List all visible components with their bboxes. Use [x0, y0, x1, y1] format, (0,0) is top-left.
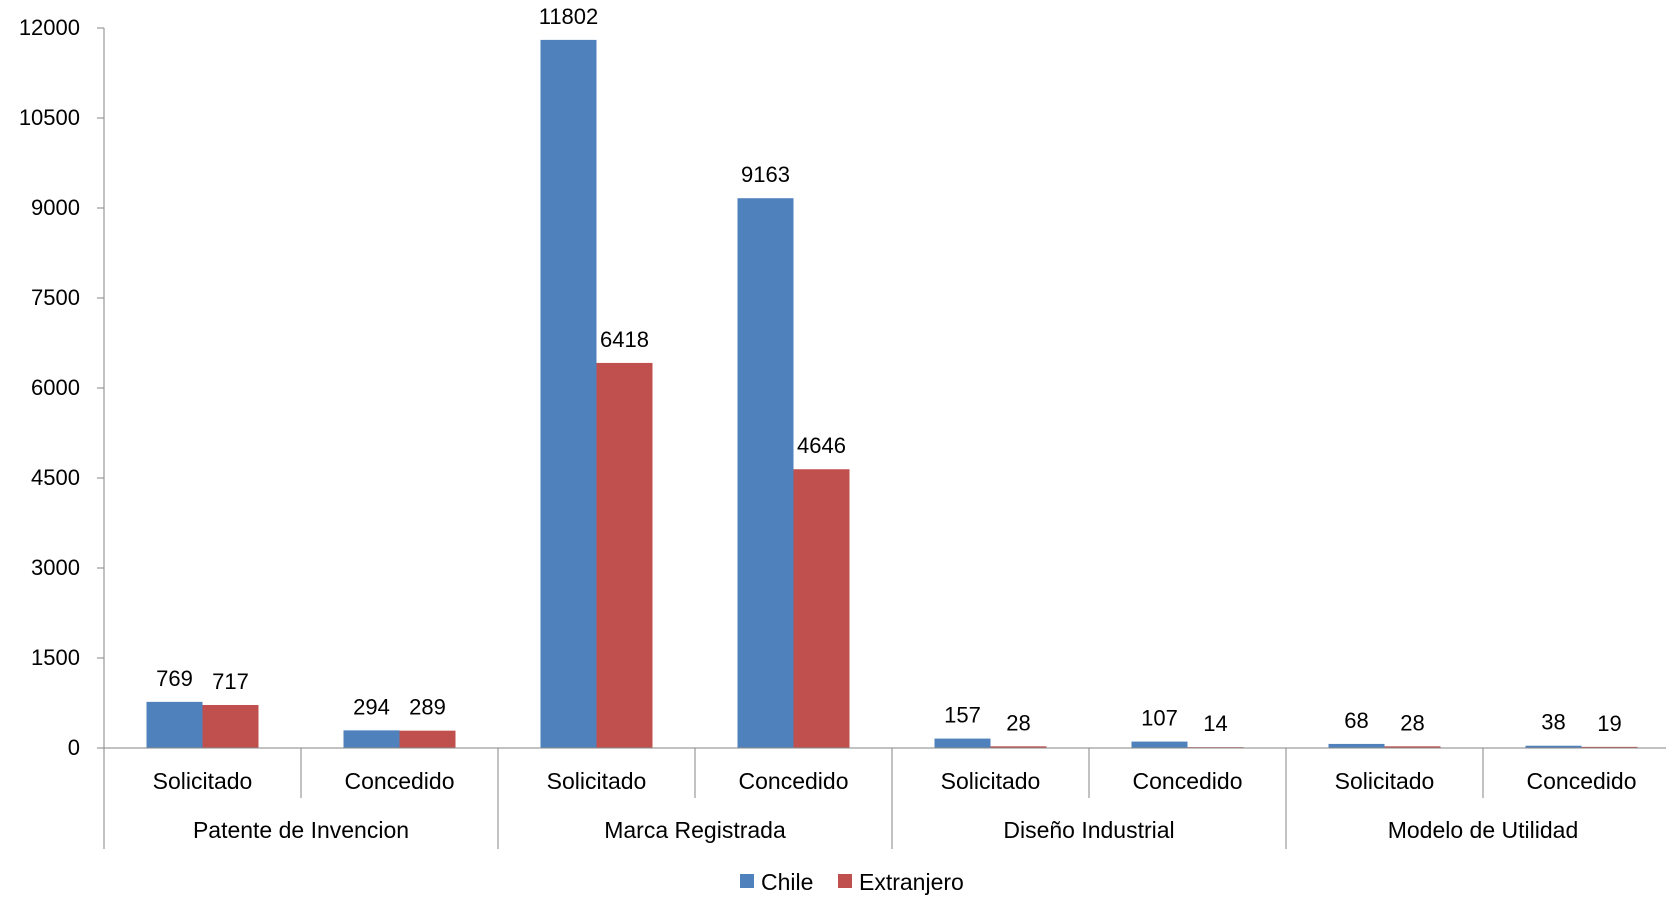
legend-swatch	[740, 874, 754, 888]
data-label: 4646	[797, 433, 846, 458]
x-tick-label: Concedido	[345, 768, 455, 794]
y-tick-label: 9000	[31, 195, 80, 220]
data-label: 38	[1541, 710, 1565, 735]
legend: Chile Extranjero	[740, 869, 964, 895]
data-label: 6418	[600, 327, 649, 352]
data-label: 11802	[539, 4, 599, 29]
bar	[1581, 746, 1638, 748]
bar	[934, 738, 991, 748]
bar	[1131, 741, 1188, 748]
data-label: 289	[409, 695, 446, 720]
y-tick-label: 12000	[19, 15, 80, 40]
data-label: 107	[1141, 706, 1178, 731]
data-label: 769	[156, 666, 193, 691]
data-label: 28	[1400, 710, 1424, 735]
y-tick-label: 4500	[31, 465, 80, 490]
y-tick-label: 7500	[31, 285, 80, 310]
x-tick-label: Solicitado	[547, 768, 647, 794]
data-label: 717	[212, 669, 249, 694]
bar	[1525, 745, 1582, 748]
bar	[793, 469, 850, 748]
data-label: 68	[1344, 708, 1368, 733]
data-label: 294	[353, 694, 390, 719]
y-tick-label: 0	[68, 735, 80, 760]
x-group-label: Patente de Invencion	[193, 817, 409, 843]
y-tick-label: 6000	[31, 375, 80, 400]
bar	[1328, 743, 1385, 748]
x-tick-label: Solicitado	[153, 768, 253, 794]
x-group-label: Marca Registrada	[604, 817, 786, 843]
bar	[596, 362, 653, 748]
y-tick-label: 10500	[19, 105, 80, 130]
bar	[1384, 746, 1441, 748]
x-tick-label: Concedido	[1133, 768, 1243, 794]
x-tick-label: Concedido	[739, 768, 849, 794]
bar	[540, 39, 597, 748]
data-label: 14	[1203, 711, 1227, 736]
x-axis: Solicitado Concedido Patente de Invencion S…	[103, 747, 1666, 849]
x-tick-label: Solicitado	[1335, 768, 1435, 794]
legend-label: Extranjero	[859, 869, 964, 895]
data-labels: 769 717 294 289 11802 6418 9163 4646 157 28 107 14 6…	[156, 4, 1622, 736]
x-group-label: Modelo de Utilidad	[1388, 817, 1579, 843]
y-tick-label: 1500	[31, 645, 80, 670]
y-tick-label: 3000	[31, 555, 80, 580]
bar	[202, 704, 259, 748]
bar	[990, 746, 1047, 748]
data-label: 157	[944, 703, 981, 728]
bar	[146, 701, 203, 748]
y-axis: 0 1500 3000 4500 6000 7500 9000 10500 12000	[19, 15, 105, 760]
x-tick-label: Solicitado	[941, 768, 1041, 794]
legend-swatch	[838, 874, 852, 888]
data-label: 28	[1006, 710, 1030, 735]
x-tick-label: Concedido	[1527, 768, 1637, 794]
bar	[399, 730, 456, 748]
x-group-label: Diseño Industrial	[1003, 817, 1174, 843]
bar-series	[146, 39, 1638, 749]
legend-label: Chile	[761, 869, 813, 895]
bar	[343, 730, 400, 748]
data-label: 19	[1597, 711, 1621, 736]
bar	[737, 198, 794, 749]
data-label: 9163	[741, 162, 790, 187]
